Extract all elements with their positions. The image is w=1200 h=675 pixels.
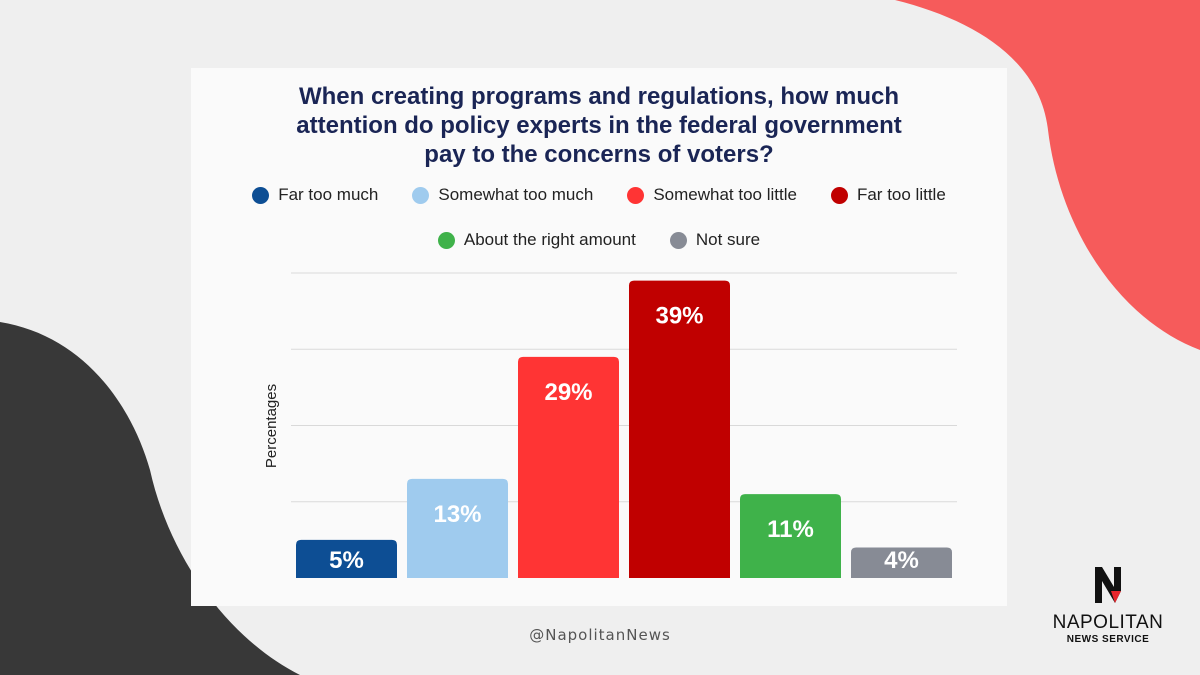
bar-about-the-right-amount <box>740 494 841 578</box>
legend-label: About the right amount <box>463 230 636 249</box>
legend-swatch <box>669 231 687 249</box>
legend-swatch <box>252 186 270 204</box>
chart-title-line-1: When creating programs and regulations, … <box>298 83 900 110</box>
chart-title-line-3: pay to the concerns of voters? <box>424 141 774 168</box>
bar-not-sure <box>851 547 952 578</box>
red-corner-shape <box>895 0 1200 350</box>
chart-card: When creating programs and regulations, … <box>191 68 1007 606</box>
legend-row-2: About the right amount Not sure <box>191 230 1007 250</box>
logo-subtitle: NEWS SERVICE <box>1066 634 1150 645</box>
legend-item-far-too-much: Far too much <box>252 185 378 205</box>
data-label: 39% <box>655 303 703 330</box>
data-label: 29% <box>544 379 592 406</box>
legend-label: Far too little <box>856 185 946 204</box>
logo-wordmark: NAPOLITAN <box>1052 612 1164 633</box>
legend-item-somewhat-too-little: Somewhat too little <box>627 185 797 205</box>
data-label: 11% <box>767 516 814 543</box>
legend-row-1: Far too much Somewhat too much Somewhat … <box>191 185 1007 205</box>
bar-far-too-much <box>296 539 397 578</box>
legend-item-not-sure: Not sure <box>669 230 761 250</box>
legend-swatch <box>830 186 848 204</box>
legend-item-somewhat-too-much: Somewhat too much <box>412 185 593 205</box>
bar-somewhat-too-much <box>407 478 508 578</box>
legend-swatch <box>437 231 455 249</box>
legend-label: Far too much <box>278 185 379 204</box>
bar-far-too-little <box>629 280 730 578</box>
bar-chart: Percentages 5% 13% 29% 39% 11% 4% <box>263 272 957 578</box>
dark-corner-shape <box>0 322 300 675</box>
legend-swatch <box>412 186 430 204</box>
legend-swatch <box>627 186 645 204</box>
legend-label: Somewhat too little <box>653 185 797 204</box>
legend-label: Somewhat too much <box>438 185 594 204</box>
data-label: 4% <box>884 547 919 574</box>
legend-item-about-right: About the right amount <box>437 230 636 250</box>
napolitan-n-icon <box>1095 567 1121 603</box>
data-label: 5% <box>329 547 364 574</box>
y-axis-label: Percentages <box>263 384 280 468</box>
legend-label: Not sure <box>695 230 761 249</box>
bar-somewhat-too-little <box>518 356 619 578</box>
napolitan-logo: NAPOLITAN NEWS SERVICE <box>1048 565 1168 645</box>
data-label: 13% <box>433 501 481 528</box>
social-handle: @NapolitanNews <box>529 626 671 644</box>
chart-title: When creating programs and regulations, … <box>191 82 1007 169</box>
chart-title-line-2: attention do policy experts in the feder… <box>296 112 902 139</box>
legend-item-far-too-little: Far too little <box>830 185 946 205</box>
